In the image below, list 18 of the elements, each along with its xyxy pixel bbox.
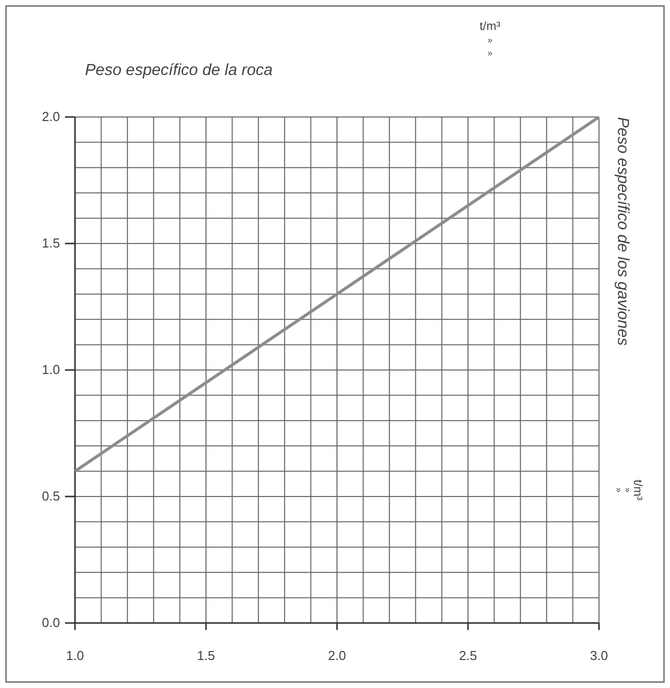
y-tick-label: 2.0 (42, 109, 60, 124)
x-tick-label: 3.0 (590, 648, 608, 663)
y-tick-label: 1.0 (42, 362, 60, 377)
y-tick-label: 0.0 (42, 615, 60, 630)
text: » (487, 35, 493, 45)
chart-title: Peso específico de la roca (85, 62, 273, 79)
x-tick-label: 2.0 (328, 648, 346, 663)
text: » (487, 48, 493, 58)
y-tick-label: 1.5 (42, 236, 60, 250)
x-tick-label: 1.0 (66, 648, 84, 663)
y-axis-title: Peso específico de los gaviones (614, 117, 631, 346)
text: » (623, 487, 633, 493)
y-tick-label: 0.5 (42, 488, 60, 504)
text: » (614, 487, 624, 493)
text: t/m³ (480, 19, 500, 33)
x-tick-label: 2.5 (458, 648, 478, 663)
text: t/m³ (631, 480, 645, 500)
x-tick-label: 1.5 (196, 648, 216, 663)
